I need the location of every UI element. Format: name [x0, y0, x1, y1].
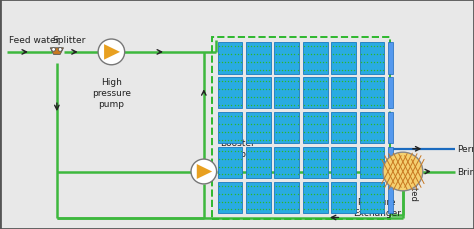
Text: Booster
pump: Booster pump — [220, 138, 255, 158]
Text: Splitter: Splitter — [52, 35, 85, 44]
Bar — [246, 113, 271, 144]
Bar — [388, 113, 393, 144]
Bar — [360, 113, 384, 144]
Bar — [331, 78, 356, 109]
Bar — [303, 43, 328, 74]
Bar — [274, 113, 299, 144]
Bar — [303, 147, 328, 179]
Bar — [303, 182, 328, 213]
Bar — [331, 113, 356, 144]
Circle shape — [52, 48, 55, 52]
Circle shape — [98, 40, 125, 65]
Polygon shape — [197, 164, 212, 179]
Bar — [274, 78, 299, 109]
Circle shape — [191, 159, 217, 184]
Text: High
pressure
pump: High pressure pump — [92, 78, 131, 109]
Bar — [274, 43, 299, 74]
Text: Permeate: Permeate — [457, 145, 474, 154]
Bar — [246, 147, 271, 179]
Text: Rejected
water: Rejected water — [398, 164, 417, 201]
Bar — [360, 78, 384, 109]
Bar — [360, 43, 384, 74]
Bar — [388, 147, 393, 179]
Circle shape — [383, 153, 423, 191]
Bar — [360, 147, 384, 179]
Bar — [274, 182, 299, 213]
Bar — [218, 147, 242, 179]
Bar — [303, 113, 328, 144]
Bar — [246, 182, 271, 213]
Bar — [360, 182, 384, 213]
Polygon shape — [104, 45, 120, 60]
Bar — [212, 38, 390, 219]
Bar — [218, 182, 242, 213]
Polygon shape — [50, 49, 64, 55]
Bar — [218, 78, 242, 109]
Text: Pressure
Exchanger: Pressure Exchanger — [353, 197, 401, 217]
Bar — [388, 182, 393, 213]
Bar — [331, 147, 356, 179]
Circle shape — [58, 48, 62, 52]
Text: Brine: Brine — [457, 167, 474, 176]
Bar — [274, 147, 299, 179]
Bar — [246, 43, 271, 74]
Bar — [331, 182, 356, 213]
Bar — [218, 43, 242, 74]
Text: Feed water: Feed water — [9, 35, 59, 44]
Bar — [246, 78, 271, 109]
Bar — [388, 78, 393, 109]
Bar — [388, 43, 393, 74]
Bar — [331, 43, 356, 74]
Bar — [303, 78, 328, 109]
Bar — [218, 113, 242, 144]
